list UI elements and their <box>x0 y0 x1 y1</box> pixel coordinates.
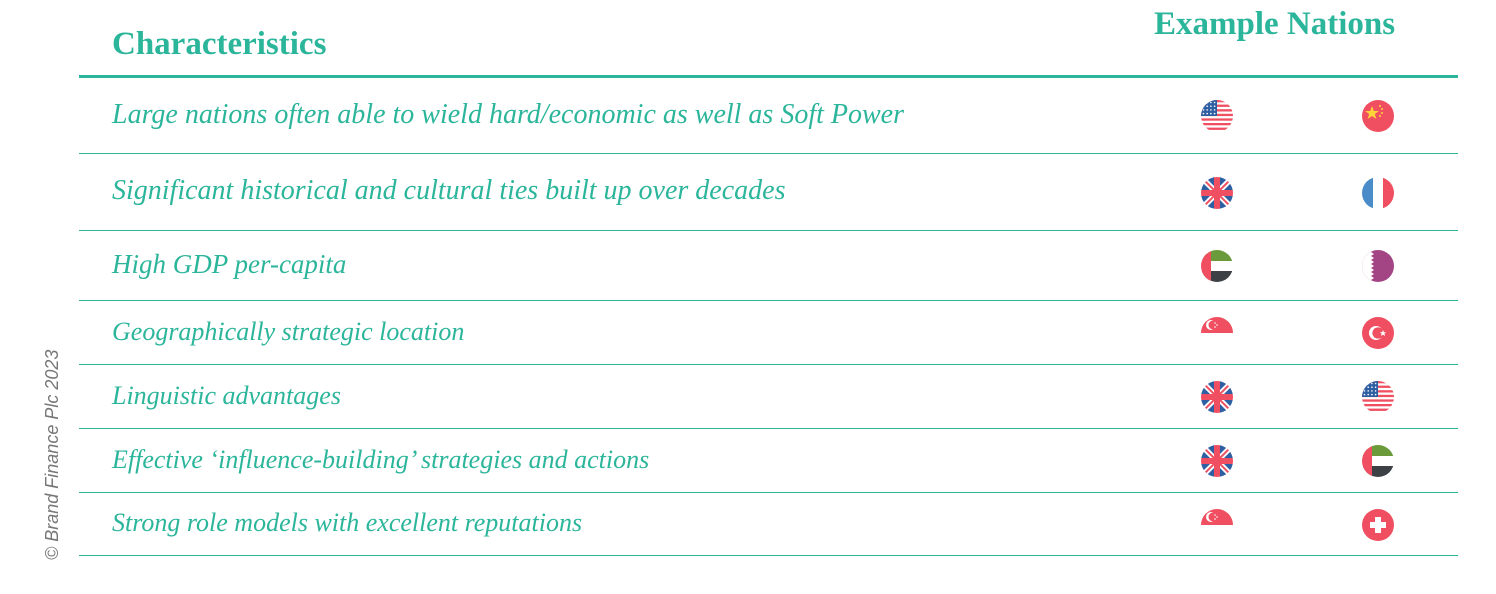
us-flag-icon <box>1362 381 1394 413</box>
row-divider <box>79 428 1458 429</box>
characteristic-text: Geographically strategic location <box>112 316 465 346</box>
uae-flag-icon <box>1201 250 1233 282</box>
qatar-flag-icon <box>1362 250 1394 282</box>
table-row: High GDP per-capita <box>79 231 1458 301</box>
characteristic-text: Strong role models with excellent reputa… <box>112 508 583 538</box>
uae-flag-icon <box>1362 445 1394 477</box>
row-divider <box>79 300 1458 301</box>
row-divider <box>79 492 1458 493</box>
table-row: Significant historical and cultural ties… <box>79 154 1458 231</box>
characteristic-text: High GDP per-capita <box>112 249 347 280</box>
singapore-flag-icon <box>1201 508 1233 541</box>
uk-flag-icon <box>1201 445 1233 477</box>
table-row: Geographically strategic location <box>79 301 1458 365</box>
characteristics-heading: Characteristics <box>112 26 327 62</box>
singapore-flag-icon <box>1201 317 1233 349</box>
characteristic-text: Significant historical and cultural ties… <box>112 175 786 207</box>
uk-flag-icon <box>1201 381 1233 413</box>
characteristic-text: Large nations often able to wield hard/e… <box>112 98 904 130</box>
table-row: Strong role models with excellent reputa… <box>79 493 1458 556</box>
us-flag-icon <box>1201 100 1233 132</box>
row-divider <box>79 153 1458 154</box>
header-divider <box>79 75 1458 78</box>
example-nations-heading: Example Nations <box>1154 6 1396 42</box>
china-flag-icon <box>1362 100 1394 132</box>
switzerland-flag-icon <box>1362 508 1394 541</box>
characteristic-text: Linguistic advantages <box>112 380 341 410</box>
table-row: Linguistic advantages <box>79 365 1458 429</box>
table-row: Large nations often able to wield hard/e… <box>79 78 1458 154</box>
characteristic-text: Effective ‘influence-building’ strategie… <box>112 444 650 474</box>
turkey-flag-icon <box>1362 317 1394 349</box>
row-divider <box>79 364 1458 365</box>
copyright-text: © Brand Finance Plc 2023 <box>42 349 62 560</box>
france-flag-icon <box>1362 176 1394 209</box>
row-divider <box>79 230 1458 231</box>
table-row: Effective ‘influence-building’ strategie… <box>79 429 1458 493</box>
uk-flag-icon <box>1201 176 1233 209</box>
row-divider <box>79 555 1458 556</box>
